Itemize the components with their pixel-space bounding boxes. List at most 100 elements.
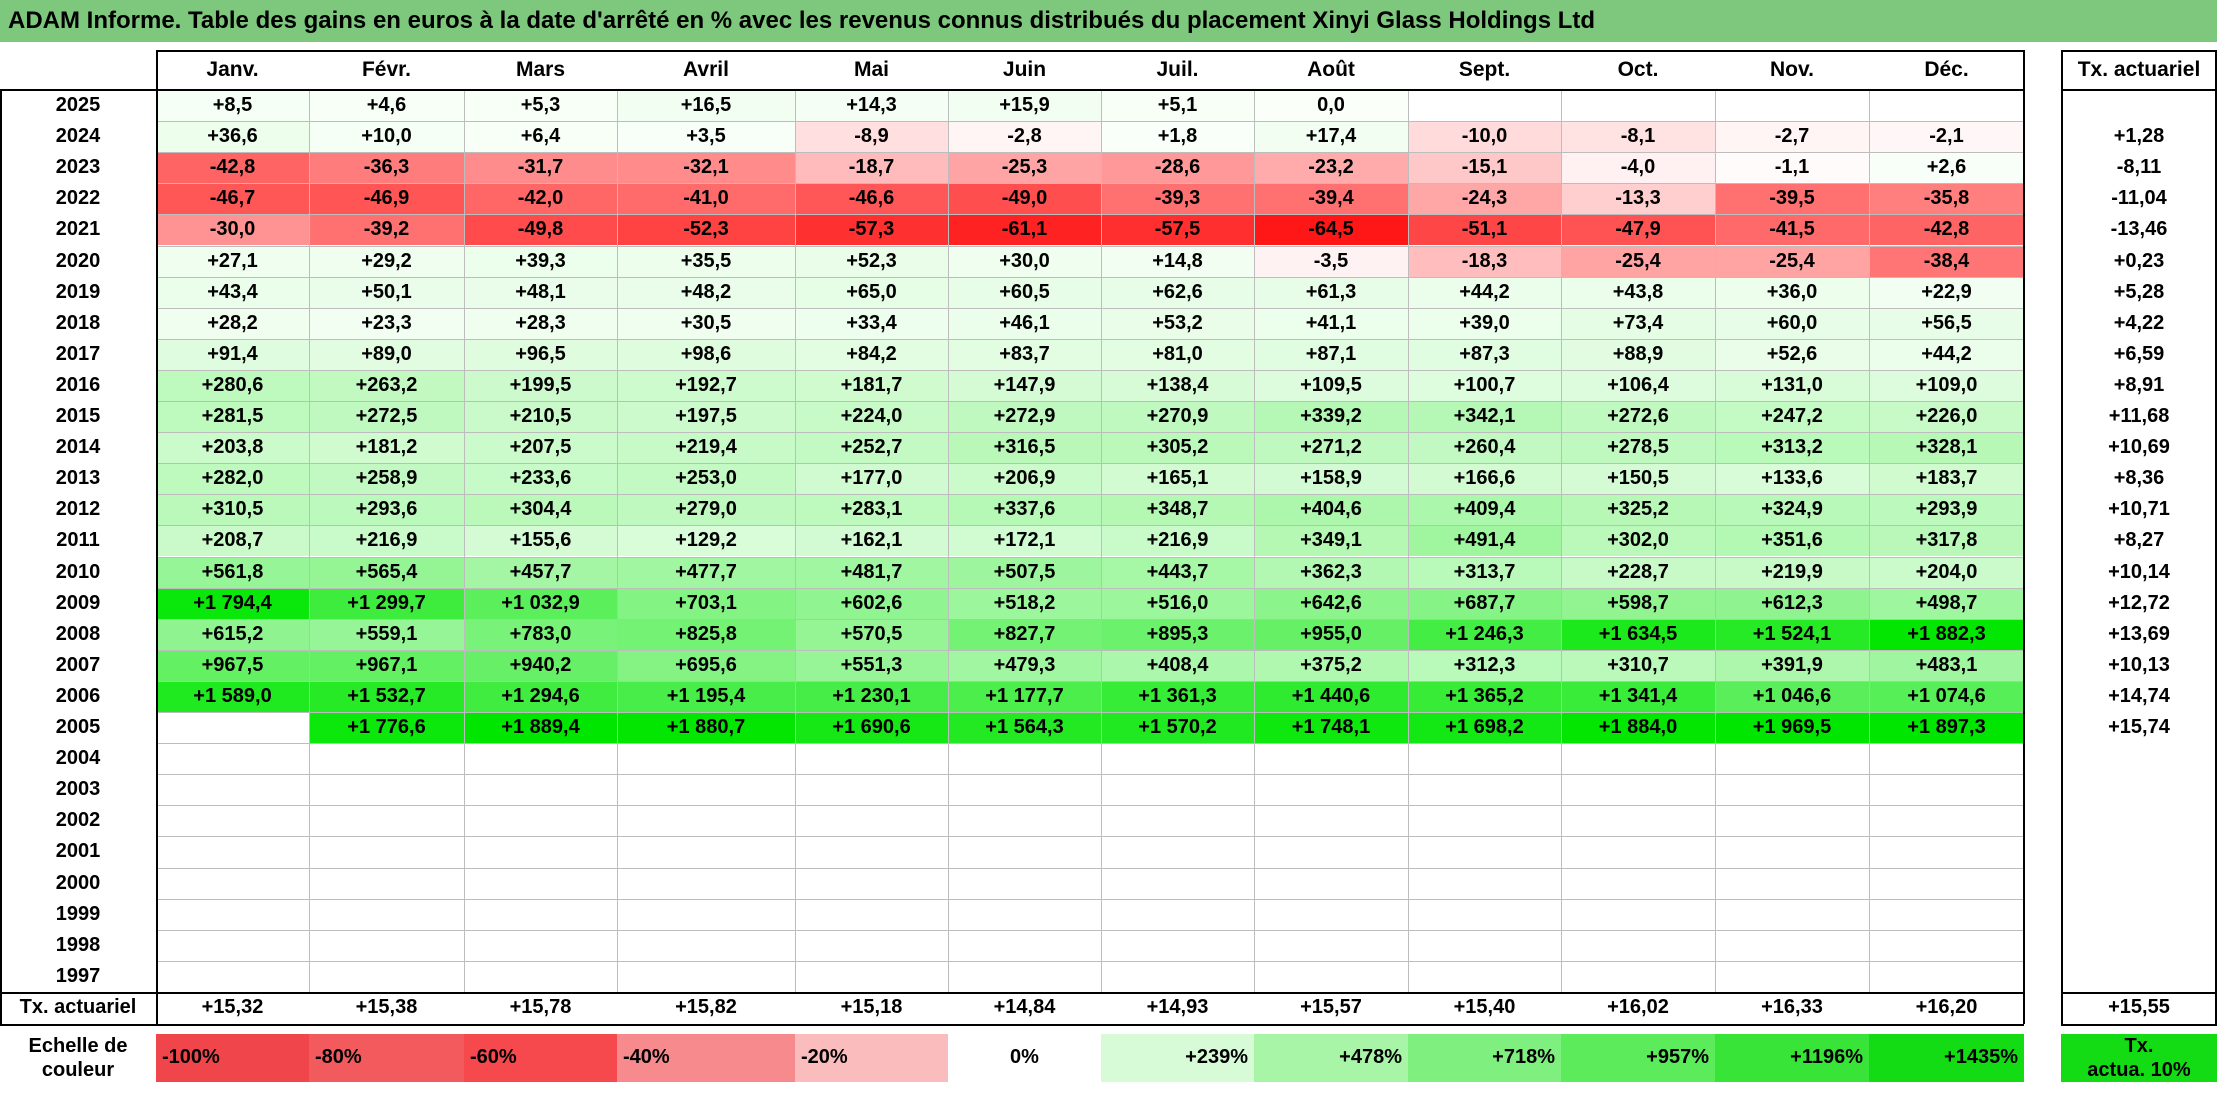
tx-actuariel-value bbox=[2061, 930, 2217, 961]
tx-actuariel-value: +1,28 bbox=[2113, 125, 2165, 148]
gridline-horizontal bbox=[156, 245, 2024, 247]
table-cell bbox=[1869, 836, 2024, 868]
table-cell: +328,1 bbox=[1869, 432, 2024, 464]
table-cell: -2,8 bbox=[948, 121, 1101, 153]
gridline-horizontal bbox=[156, 805, 2024, 807]
scale-tx-swatch: Tx. actua. 10% bbox=[2061, 1033, 2217, 1082]
gridline-horizontal bbox=[156, 743, 2024, 745]
year-label: 2009 bbox=[55, 591, 101, 614]
table-cell: +208,7 bbox=[156, 525, 309, 557]
table-cell bbox=[948, 960, 1101, 992]
table-cell: +278,5 bbox=[1561, 432, 1715, 464]
border bbox=[0, 89, 2024, 91]
table-cell: -57,3 bbox=[795, 214, 948, 246]
year-label: 2000 bbox=[55, 871, 101, 894]
year-label: 1999 bbox=[55, 902, 101, 925]
month-header-6: Juin bbox=[1002, 58, 1047, 81]
gridline-horizontal bbox=[156, 152, 2024, 154]
table-cell: -28,6 bbox=[1101, 152, 1254, 184]
color-scale-swatch: +239% bbox=[1101, 1033, 1254, 1082]
color-scale-swatch: -60% bbox=[464, 1033, 617, 1082]
table-cell: -30,0 bbox=[156, 214, 309, 246]
year-label: 2004 bbox=[55, 747, 101, 770]
table-cell: +83,7 bbox=[948, 338, 1101, 370]
month-header-5: Mai bbox=[853, 58, 889, 81]
footer-value: +14,93 bbox=[1146, 996, 1209, 1019]
table-cell: +408,4 bbox=[1101, 649, 1254, 681]
table-cell: +65,0 bbox=[795, 276, 948, 308]
table-cell: +44,2 bbox=[1408, 276, 1561, 308]
table-cell: +483,1 bbox=[1869, 649, 2024, 681]
table-cell: +339,2 bbox=[1254, 401, 1408, 433]
table-cell bbox=[309, 774, 464, 806]
table-cell: +1 897,3 bbox=[1869, 712, 2024, 744]
table-cell bbox=[1869, 774, 2024, 806]
table-cell bbox=[1715, 867, 1869, 899]
table-cell: +1 880,7 bbox=[617, 712, 795, 744]
table-cell: +100,7 bbox=[1408, 369, 1561, 401]
table-cell: +89,0 bbox=[309, 338, 464, 370]
table-cell: +1 365,2 bbox=[1408, 680, 1561, 712]
border bbox=[2023, 50, 2025, 1024]
table-cell: +35,5 bbox=[617, 245, 795, 277]
table-cell bbox=[1408, 90, 1561, 122]
table-cell: -51,1 bbox=[1408, 214, 1561, 246]
table-cell: -42,0 bbox=[464, 183, 617, 215]
scale-label-line1: Echelle de bbox=[28, 1034, 128, 1057]
table-cell bbox=[1869, 929, 2024, 961]
tx-actuariel-value: +12,72 bbox=[2108, 591, 2170, 614]
table-cell: +56,5 bbox=[1869, 307, 2024, 339]
border bbox=[2061, 89, 2217, 91]
year-label: 2011 bbox=[56, 529, 100, 552]
table-cell: +615,2 bbox=[156, 618, 309, 650]
table-cell: +1 794,4 bbox=[156, 587, 309, 619]
table-cell: +1 195,4 bbox=[617, 680, 795, 712]
month-header-1: Janv. bbox=[206, 58, 259, 81]
gridline-horizontal bbox=[156, 774, 2024, 776]
color-scale-swatch: +957% bbox=[1561, 1033, 1715, 1082]
year-label: 2016 bbox=[55, 373, 101, 396]
gridline-horizontal bbox=[156, 432, 2024, 434]
scale-label: Echelle de couleur bbox=[0, 1034, 156, 1082]
gridline-vertical bbox=[309, 90, 310, 992]
table-cell: +36,6 bbox=[156, 121, 309, 153]
table-cell bbox=[156, 929, 309, 961]
table-cell: +96,5 bbox=[464, 338, 617, 370]
table-cell: +570,5 bbox=[795, 618, 948, 650]
month-header-12: Déc. bbox=[1924, 58, 1969, 81]
table-cell: -39,4 bbox=[1254, 183, 1408, 215]
table-cell: +783,0 bbox=[464, 618, 617, 650]
table-cell: +233,6 bbox=[464, 463, 617, 495]
table-cell: +293,6 bbox=[309, 494, 464, 526]
table-cell bbox=[309, 898, 464, 930]
table-cell: +1 046,6 bbox=[1715, 680, 1869, 712]
table-cell: -3,5 bbox=[1254, 245, 1408, 277]
table-cell: +61,3 bbox=[1254, 276, 1408, 308]
year-label: 2022 bbox=[55, 187, 101, 210]
gridline-vertical bbox=[1254, 90, 1255, 992]
month-header-10: Oct. bbox=[1617, 58, 1659, 81]
table-cell: +351,6 bbox=[1715, 525, 1869, 557]
table-cell: +612,3 bbox=[1715, 587, 1869, 619]
table-cell: +177,0 bbox=[795, 463, 948, 495]
table-cell bbox=[617, 774, 795, 806]
table-cell bbox=[948, 929, 1101, 961]
table-cell: +272,6 bbox=[1561, 401, 1715, 433]
table-cell: +43,4 bbox=[156, 276, 309, 308]
table-cell bbox=[1254, 867, 1408, 899]
table-cell bbox=[464, 743, 617, 775]
table-cell bbox=[617, 898, 795, 930]
table-cell: +559,1 bbox=[309, 618, 464, 650]
table-cell: +44,2 bbox=[1869, 338, 2024, 370]
table-cell bbox=[948, 805, 1101, 837]
table-cell: -31,7 bbox=[464, 152, 617, 184]
table-cell bbox=[1561, 867, 1715, 899]
table-cell: +967,5 bbox=[156, 649, 309, 681]
table-cell: +349,1 bbox=[1254, 525, 1408, 557]
border bbox=[156, 50, 2024, 52]
border bbox=[2061, 1023, 2217, 1026]
table-cell bbox=[1561, 805, 1715, 837]
table-cell bbox=[464, 805, 617, 837]
table-cell: +60,0 bbox=[1715, 307, 1869, 339]
border bbox=[2061, 50, 2063, 1024]
